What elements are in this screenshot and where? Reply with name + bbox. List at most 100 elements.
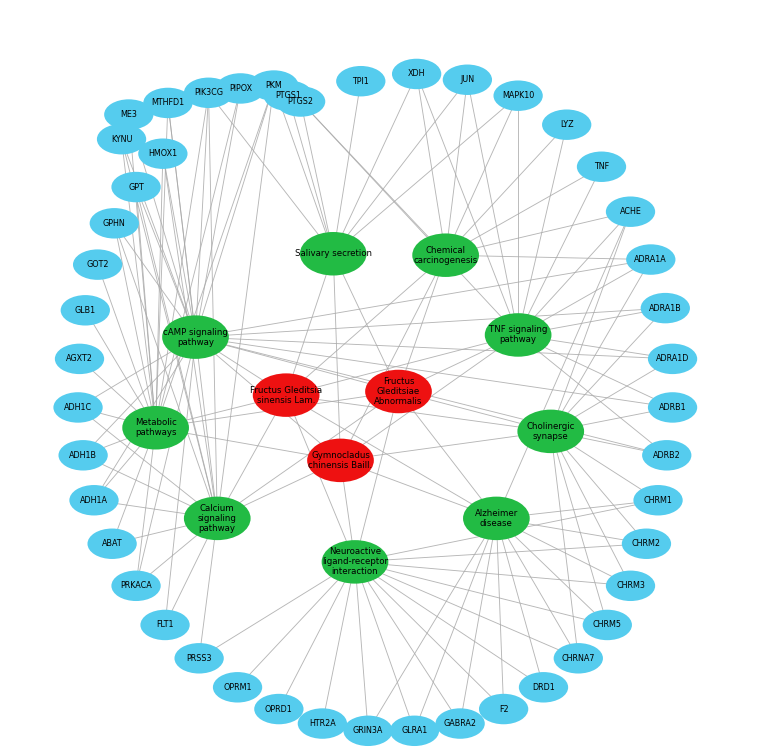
Ellipse shape xyxy=(144,87,193,118)
Ellipse shape xyxy=(392,59,442,89)
Text: KYNU: KYNU xyxy=(111,135,132,144)
Ellipse shape xyxy=(69,485,118,516)
Text: ADH1A: ADH1A xyxy=(80,495,108,504)
Ellipse shape xyxy=(485,313,551,357)
Text: Fructus
Gleditsiae
Abnormalis: Fructus Gleditsiae Abnormalis xyxy=(374,377,422,406)
Ellipse shape xyxy=(307,439,374,482)
Text: Neuroactive
ligand-receptor
interaction: Neuroactive ligand-receptor interaction xyxy=(322,547,388,576)
Text: CHRM3: CHRM3 xyxy=(616,581,645,590)
Ellipse shape xyxy=(641,293,690,323)
Text: HTR2A: HTR2A xyxy=(309,719,336,728)
Ellipse shape xyxy=(300,232,366,275)
Ellipse shape xyxy=(519,672,568,703)
Ellipse shape xyxy=(479,694,528,725)
Text: F2: F2 xyxy=(498,704,508,713)
Text: ADRB1: ADRB1 xyxy=(659,403,687,412)
Text: TPI1: TPI1 xyxy=(353,77,369,86)
Ellipse shape xyxy=(577,152,626,182)
Ellipse shape xyxy=(111,571,161,601)
Text: Gymnocladus
chinensis Baill.: Gymnocladus chinensis Baill. xyxy=(309,451,372,470)
Ellipse shape xyxy=(216,73,265,104)
Text: GLRA1: GLRA1 xyxy=(402,726,428,735)
Ellipse shape xyxy=(336,66,386,97)
Text: CHRM2: CHRM2 xyxy=(632,539,661,548)
Ellipse shape xyxy=(435,708,485,739)
Text: GLB1: GLB1 xyxy=(74,306,96,315)
Ellipse shape xyxy=(298,708,347,739)
Text: CHRNA7: CHRNA7 xyxy=(561,654,595,663)
Text: PTGS2: PTGS2 xyxy=(288,97,313,106)
Text: Salivary secretion: Salivary secretion xyxy=(295,250,372,259)
Ellipse shape xyxy=(73,250,122,280)
Ellipse shape xyxy=(606,571,655,601)
Ellipse shape xyxy=(254,694,303,725)
Ellipse shape xyxy=(55,344,104,374)
Text: PRSS3: PRSS3 xyxy=(187,654,212,663)
Ellipse shape xyxy=(648,344,697,374)
Text: CHRM1: CHRM1 xyxy=(644,495,673,504)
Text: OPRD1: OPRD1 xyxy=(265,704,293,713)
Ellipse shape xyxy=(390,716,439,746)
Ellipse shape xyxy=(174,643,223,673)
Text: ABAT: ABAT xyxy=(102,539,122,548)
Text: PKM: PKM xyxy=(266,81,282,90)
Text: AGXT2: AGXT2 xyxy=(66,354,93,363)
Ellipse shape xyxy=(61,295,110,326)
Ellipse shape xyxy=(622,529,671,559)
Text: PTGS1: PTGS1 xyxy=(276,91,301,100)
Text: LYZ: LYZ xyxy=(560,120,574,129)
Ellipse shape xyxy=(322,540,389,584)
Text: OPRM1: OPRM1 xyxy=(223,683,252,692)
Ellipse shape xyxy=(138,139,187,169)
Text: GPHN: GPHN xyxy=(103,219,126,228)
Text: CHRM5: CHRM5 xyxy=(593,621,622,630)
Ellipse shape xyxy=(494,81,543,111)
Ellipse shape xyxy=(343,716,392,746)
Text: ADH1B: ADH1B xyxy=(69,451,97,460)
Ellipse shape xyxy=(104,100,154,130)
Text: ADRA1D: ADRA1D xyxy=(656,354,689,363)
Text: ME3: ME3 xyxy=(121,110,137,119)
Ellipse shape xyxy=(141,610,190,640)
Ellipse shape xyxy=(249,70,299,101)
Text: PRKACA: PRKACA xyxy=(120,581,152,590)
Ellipse shape xyxy=(606,197,655,227)
Text: ACHE: ACHE xyxy=(620,207,641,216)
Text: GOT2: GOT2 xyxy=(86,260,109,269)
Text: XDH: XDH xyxy=(408,69,425,78)
Text: DRD1: DRD1 xyxy=(532,683,554,692)
Text: JUN: JUN xyxy=(460,75,475,84)
Text: ADH1C: ADH1C xyxy=(64,403,92,412)
Ellipse shape xyxy=(54,392,103,423)
Ellipse shape xyxy=(365,369,432,413)
Text: MAPK10: MAPK10 xyxy=(502,91,535,100)
Text: ADRA1A: ADRA1A xyxy=(634,255,667,264)
Ellipse shape xyxy=(88,529,137,559)
Ellipse shape xyxy=(518,409,584,453)
Text: GRIN3A: GRIN3A xyxy=(353,726,383,735)
Ellipse shape xyxy=(542,109,591,140)
Ellipse shape xyxy=(463,497,530,540)
Ellipse shape xyxy=(253,373,319,417)
Text: Alzheimer
disease: Alzheimer disease xyxy=(475,509,518,528)
Text: GPT: GPT xyxy=(128,182,144,192)
Ellipse shape xyxy=(263,81,313,111)
Text: TNF signaling
pathway: TNF signaling pathway xyxy=(489,326,548,345)
Ellipse shape xyxy=(648,392,697,423)
Text: Metabolic
pathways: Metabolic pathways xyxy=(134,418,177,437)
Text: ADRA1B: ADRA1B xyxy=(649,304,682,313)
Text: HMOX1: HMOX1 xyxy=(148,149,177,158)
Ellipse shape xyxy=(162,315,229,359)
Ellipse shape xyxy=(58,440,108,470)
Ellipse shape xyxy=(184,78,233,108)
Text: Fructus Gleditsia
sinensis Lam.: Fructus Gleditsia sinensis Lam. xyxy=(250,385,323,405)
Text: TNF: TNF xyxy=(594,162,609,171)
Ellipse shape xyxy=(642,440,691,470)
Text: FLT1: FLT1 xyxy=(157,621,174,630)
Ellipse shape xyxy=(554,643,603,673)
Text: GABRA2: GABRA2 xyxy=(444,719,477,728)
Ellipse shape xyxy=(276,86,326,117)
Ellipse shape xyxy=(412,234,479,277)
Ellipse shape xyxy=(626,244,675,274)
Ellipse shape xyxy=(122,406,189,449)
